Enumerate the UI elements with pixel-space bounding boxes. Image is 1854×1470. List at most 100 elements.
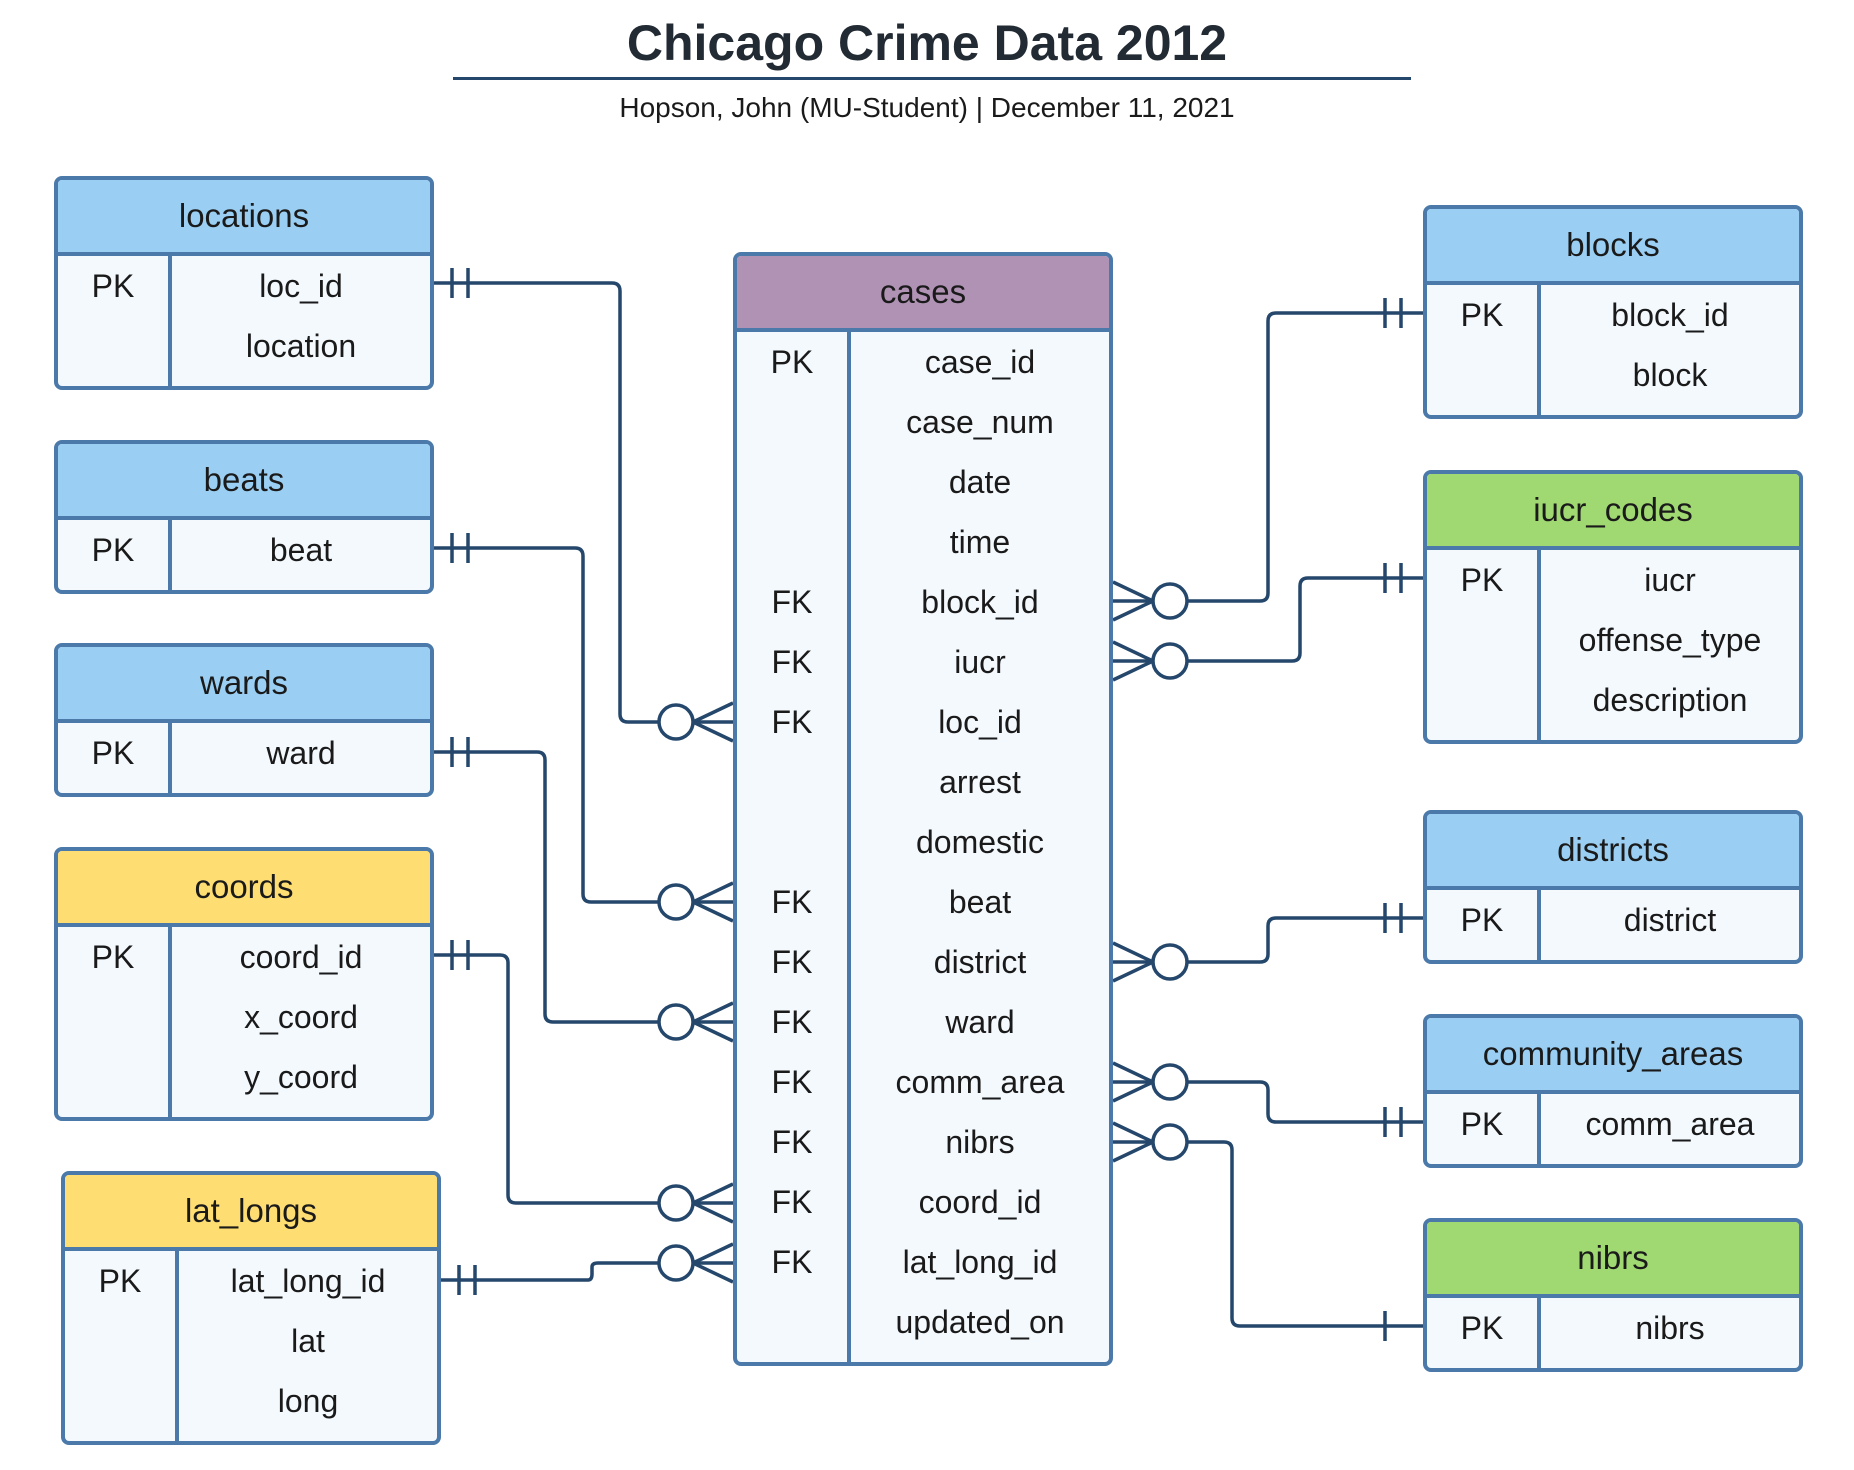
entity-body: PK iucr offense_type description <box>1427 550 1799 740</box>
field-row: PK district <box>1427 890 1799 950</box>
crow-foot-mark <box>692 1001 734 1024</box>
field-key: PK <box>1460 1106 1504 1142</box>
entity-header: beats <box>58 444 430 520</box>
field-name: district <box>933 944 1027 980</box>
key-column-divider <box>168 520 172 590</box>
field-row: FK coord_id <box>737 1172 1109 1232</box>
field-key: FK <box>771 1244 813 1280</box>
crow-foot-mark <box>1112 640 1154 663</box>
field-name: nibrs <box>945 1124 1015 1160</box>
entity-body: PK coord_id x_coord y_coord <box>58 927 430 1117</box>
field-key: PK <box>91 268 135 304</box>
entity-body: PK ward <box>58 723 430 793</box>
entity-iucr-codes: iucr_codes PK iucr offense_type description <box>1423 470 1803 744</box>
field-key: FK <box>771 944 813 980</box>
entity-body: PK case_id case_num date time FK block_id FK iuc… <box>737 332 1109 1362</box>
field-name: coord_id <box>239 939 363 975</box>
field-key: FK <box>771 704 813 740</box>
entity-beats: beats PK beat <box>54 440 434 594</box>
entity-coords: coords PK coord_id x_coord y_coord <box>54 847 434 1121</box>
field-row: date <box>737 452 1109 512</box>
field-row: offense_type <box>1427 610 1799 670</box>
field-name: beat <box>269 532 333 568</box>
field-name: lat_long_id <box>902 1244 1058 1280</box>
entity-header: districts <box>1427 814 1799 890</box>
field-row: PK nibrs <box>1427 1298 1799 1358</box>
entity-header: coords <box>58 851 430 927</box>
field-name: updated_on <box>895 1304 1065 1340</box>
field-key <box>65 1311 175 1371</box>
field-name: comm_area <box>895 1064 1065 1100</box>
field-name: long <box>277 1383 339 1419</box>
key-column-divider <box>1537 550 1541 740</box>
page-subtitle: Hopson, John (MU-Student) | December 11,… <box>619 92 1235 123</box>
zero-circle-mark <box>657 1244 695 1282</box>
field-key <box>58 987 168 1047</box>
field-key <box>1427 610 1537 670</box>
field-key <box>737 812 847 872</box>
entity-header: wards <box>58 647 430 723</box>
field-row: case_num <box>737 392 1109 452</box>
crow-foot-mark <box>1112 1080 1154 1103</box>
crow-foot-mark <box>692 1182 734 1205</box>
field-key <box>737 512 847 572</box>
entity-locations: locations PK loc_id location <box>54 176 434 390</box>
crow-foot-mark <box>692 881 734 904</box>
field-row: FK comm_area <box>737 1052 1109 1112</box>
field-row: FK iucr <box>737 632 1109 692</box>
crow-foot-mark <box>692 1242 734 1265</box>
zero-circle-mark <box>657 1184 695 1222</box>
field-row: PK lat_long_id <box>65 1251 437 1311</box>
field-name: nibrs <box>1635 1310 1705 1346</box>
field-row: y_coord <box>58 1047 430 1107</box>
key-column-divider <box>168 256 172 386</box>
field-row: location <box>58 316 430 376</box>
field-name: time <box>949 524 1011 560</box>
field-row: PK comm_area <box>1427 1094 1799 1154</box>
field-name: block_id <box>921 584 1039 620</box>
entity-body: PK loc_id location <box>58 256 430 386</box>
field-name: lat_long_id <box>230 1263 386 1299</box>
field-name: district <box>1623 902 1717 938</box>
entity-body: PK nibrs <box>1427 1298 1799 1368</box>
entity-body: PK beat <box>58 520 430 590</box>
entity-header: nibrs <box>1427 1222 1799 1298</box>
key-column-divider <box>1537 1298 1541 1368</box>
relationship-line-coords <box>434 953 659 1205</box>
zero-circle-mark <box>1151 1123 1189 1161</box>
field-key: FK <box>771 584 813 620</box>
field-name: domestic <box>915 824 1045 860</box>
field-name: x_coord <box>244 999 358 1035</box>
field-row: PK coord_id <box>58 927 430 987</box>
crow-foot-mark <box>692 1261 734 1284</box>
field-key <box>65 1371 175 1431</box>
zero-circle-mark <box>1151 642 1189 680</box>
field-key: PK <box>91 532 135 568</box>
field-row: arrest <box>737 752 1109 812</box>
field-row: PK ward <box>58 723 430 783</box>
relationship-line-wards <box>434 750 659 1024</box>
entity-body: PK district <box>1427 890 1799 960</box>
field-name: case_num <box>906 404 1054 440</box>
field-name: location <box>245 328 357 364</box>
field-key <box>737 1292 847 1352</box>
field-name: description <box>1592 682 1748 718</box>
field-row: FK block_id <box>737 572 1109 632</box>
entity-community-areas: community_areas PK comm_area <box>1423 1014 1803 1168</box>
entity-blocks: blocks PK block_id block <box>1423 205 1803 419</box>
zero-circle-mark <box>1151 943 1189 981</box>
field-row: time <box>737 512 1109 572</box>
entity-nibrs: nibrs PK nibrs <box>1423 1218 1803 1372</box>
field-row: x_coord <box>58 987 430 1047</box>
crow-foot-mark <box>1112 1140 1154 1163</box>
field-key: PK <box>770 344 814 380</box>
field-row: FK loc_id <box>737 692 1109 752</box>
field-name: offense_type <box>1578 622 1762 658</box>
entity-wards: wards PK ward <box>54 643 434 797</box>
field-row: domestic <box>737 812 1109 872</box>
entity-cases: cases PK case_id case_num date time FK block_id… <box>733 252 1113 1366</box>
field-name: loc_id <box>259 268 343 304</box>
field-row: FK beat <box>737 872 1109 932</box>
zero-circle-mark <box>657 1003 695 1041</box>
field-key <box>1427 670 1537 730</box>
